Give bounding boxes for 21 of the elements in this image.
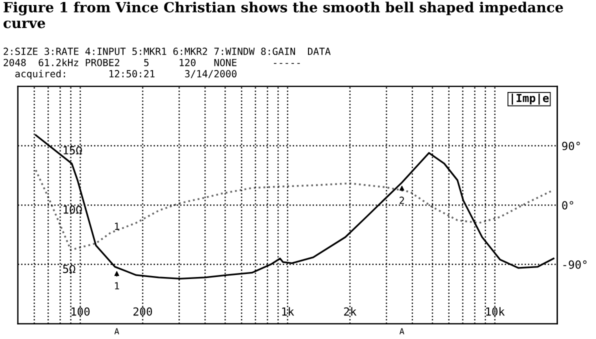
text: A: [114, 328, 120, 334]
x-tick-label: 100: [72, 307, 90, 316]
y2-tick-label: -90°: [563, 260, 587, 269]
y-tick-label: 5Ω: [63, 264, 76, 274]
chart-title: Figure 1 from Vince Christian shows the smooth bell shaped impedance curve: [4, 2, 564, 28]
x-tick-label: 2k: [344, 307, 356, 316]
annotation: 1: [115, 222, 120, 230]
text: acquired: 12:50:21 3/14/2000: [15, 70, 236, 80]
annotation: 2: [400, 196, 404, 204]
text: 2048 61.2kHz PROBE2 5 120 NONE -----: [4, 58, 300, 66]
y-tick-label: 15Ω: [64, 146, 82, 154]
text: A: [400, 328, 404, 334]
x-tick-label: 200: [133, 307, 152, 316]
x-tick-label: 1k: [282, 307, 294, 316]
y2-tick-label: 90°: [562, 142, 580, 150]
annotation: 1: [115, 282, 120, 290]
text: |Imp|e: [512, 94, 549, 105]
y-tick-label: 10Ω: [64, 205, 82, 214]
x-tick-label: 10k: [486, 307, 505, 316]
text: 2:SIZE 3:RATE 4:INPUT 5:MKR1 6:MKR2 7:WINDW 8:GAIN DATA: [4, 48, 331, 56]
y2-tick-label: 0°: [562, 201, 574, 210]
